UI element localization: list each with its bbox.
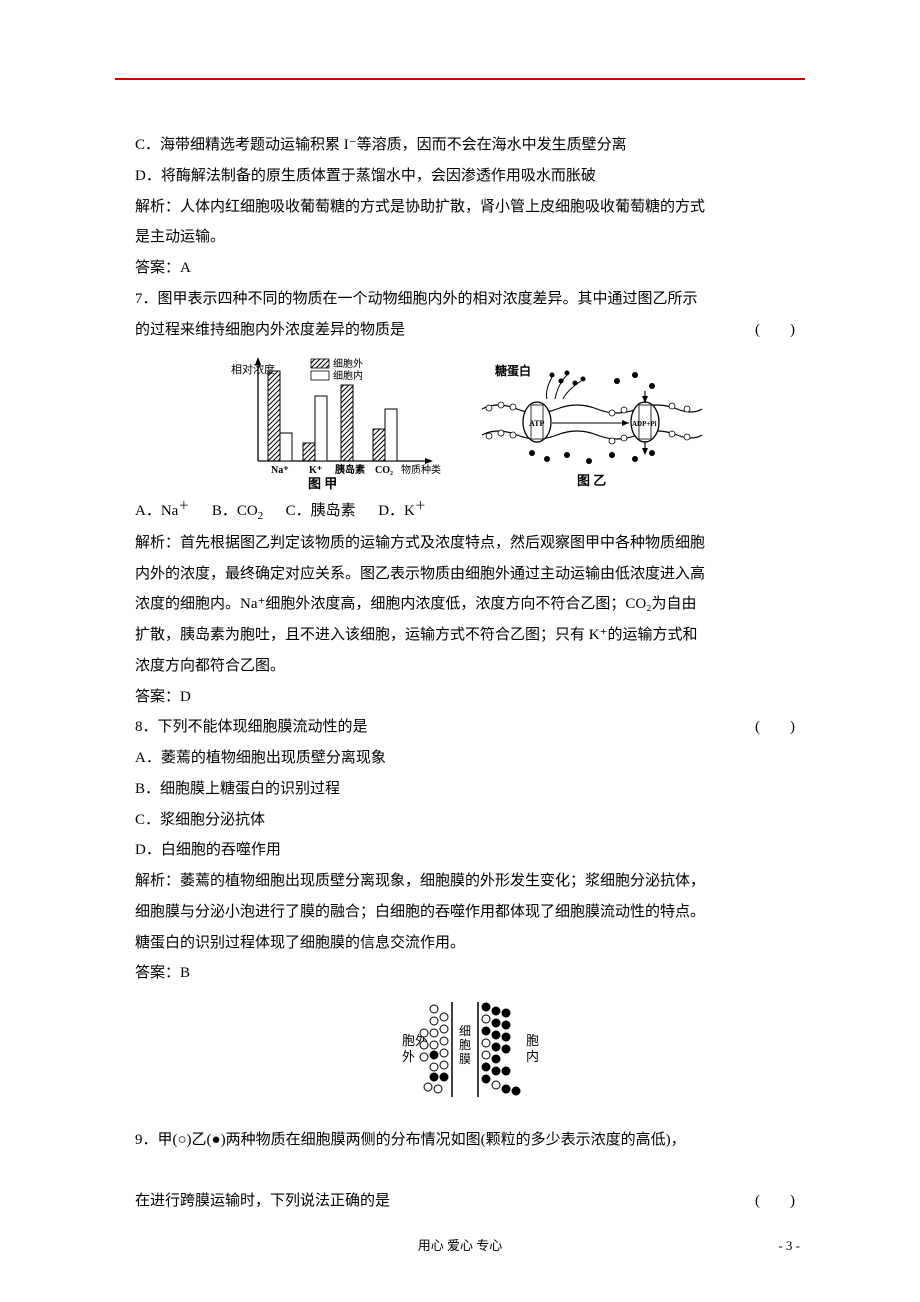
question-9-line1: 9．甲(○)乙(●)两种物质在细胞膜两侧的分布情况如图(颗粒的多少表示浓度的高低… bbox=[135, 1125, 795, 1156]
q8-opt-b: B．细胞膜上糖蛋白的识别过程 bbox=[135, 774, 795, 805]
answer-blank: ( ) bbox=[755, 712, 795, 743]
page-number: - 3 - bbox=[778, 1238, 800, 1254]
question-7-line1: 7．图甲表示四种不同的物质在一个动物细胞内外的相对浓度差异。其中通过图乙所示 bbox=[135, 284, 795, 315]
svg-text:细胞内: 细胞内 bbox=[333, 369, 363, 382]
fig9-right: 胞 bbox=[526, 1033, 539, 1048]
svg-text:Na⁺: Na⁺ bbox=[271, 465, 289, 476]
explain8-0: 解析：萎蔫的植物细胞出现质壁分离现象，细胞膜的外形发生变化；浆细胞分泌抗体， bbox=[135, 866, 795, 897]
explain8-1: 细胞膜与分泌小泡进行了膜的融合；白细胞的吞噬作用都体现了细胞膜流动性的特点。 bbox=[135, 897, 795, 928]
svg-text:胰岛素: 胰岛素 bbox=[335, 463, 365, 476]
figure-q9: 胞外 外 细 胞 膜 胞 内 bbox=[135, 997, 795, 1119]
opt-b: B．CO2 bbox=[212, 496, 263, 528]
fig9-mid: 细 bbox=[459, 1024, 471, 1038]
explain7-0: 解析：首先根据图乙判定该物质的运输方式及浓度特点，然后观察图甲中各种物质细胞 bbox=[135, 528, 795, 559]
explain7-1: 内外的浓度，最终确定对应关系。图乙表示物质由细胞外通过主动运输由低浓度进入高 bbox=[135, 559, 795, 590]
svg-text:CO₂: CO₂ bbox=[375, 465, 393, 476]
question-7-line2: 的过程来维持细胞内外浓度差异的物质是 ( ) bbox=[135, 315, 795, 346]
figure-jia: 相对浓度 细胞外 细胞内 Na⁺ K⁺ 胰岛素 CO₂ 物质种类 图 甲 bbox=[223, 351, 443, 491]
question-9-text: 在进行跨膜运输时，下列说法正确的是 bbox=[135, 1186, 390, 1217]
answer-blank: ( ) bbox=[755, 315, 795, 346]
q8-opt-a: A．萎蔫的植物细胞出现质壁分离现象 bbox=[135, 743, 795, 774]
figure-yi: 糖蛋白 bbox=[477, 351, 707, 491]
explain8-2: 糖蛋白的识别过程体现了细胞膜的信息交流作用。 bbox=[135, 928, 795, 959]
question-9-line2: 在进行跨膜运输时，下列说法正确的是 ( ) bbox=[135, 1186, 795, 1217]
answer-6: 答案：A bbox=[135, 253, 795, 284]
explain-6-line2: 是主动运输。 bbox=[135, 222, 795, 253]
svg-text:细胞外: 细胞外 bbox=[333, 357, 363, 370]
opt-a: A．Na＋ bbox=[135, 495, 189, 527]
figure-row-q7: 相对浓度 细胞外 细胞内 Na⁺ K⁺ 胰岛素 CO₂ 物质种类 图 甲 bbox=[135, 351, 795, 491]
q8-opt-d: D．白细胞的吞噬作用 bbox=[135, 835, 795, 866]
question-8-text: 8．下列不能体现细胞膜流动性的是 bbox=[135, 712, 368, 743]
svg-text:图 甲: 图 甲 bbox=[308, 476, 337, 491]
explain-6-line1: 解析：人体内红细胞吸收葡萄糖的方式是协助扩散，肾小管上皮细胞吸收葡萄糖的方式 bbox=[135, 192, 795, 223]
svg-text:外: 外 bbox=[402, 1049, 415, 1064]
svg-text:内: 内 bbox=[526, 1049, 539, 1064]
answer-blank: ( ) bbox=[755, 1186, 795, 1217]
svg-text:K⁺: K⁺ bbox=[309, 465, 322, 476]
option-c: C．海带细精选考题动运输积累 I⁻等溶质，因而不会在海水中发生质壁分离 bbox=[135, 130, 795, 161]
option-d: D．将酶解法制备的原生质体置于蒸馏水中，会因渗透作用吸水而胀破 bbox=[135, 161, 795, 192]
top-red-rule bbox=[115, 78, 805, 80]
svg-text:ATP: ATP bbox=[529, 419, 545, 428]
answer-8: 答案：B bbox=[135, 958, 795, 989]
svg-text:图 乙: 图 乙 bbox=[577, 473, 606, 488]
answer-7: 答案：D bbox=[135, 682, 795, 713]
svg-text:胞: 胞 bbox=[459, 1038, 471, 1052]
document-body: C．海带细精选考题动运输积累 I⁻等溶质，因而不会在海水中发生质壁分离 D．将酶… bbox=[135, 130, 795, 1217]
question-8: 8．下列不能体现细胞膜流动性的是 ( ) bbox=[135, 712, 795, 743]
svg-text:ADP+Pi: ADP+Pi bbox=[632, 420, 657, 428]
svg-text:物质种类: 物质种类 bbox=[401, 463, 441, 476]
svg-text:糖蛋白: 糖蛋白 bbox=[495, 363, 531, 378]
q8-opt-c: C．浆细胞分泌抗体 bbox=[135, 805, 795, 836]
explain7-4: 浓度方向都符合乙图。 bbox=[135, 651, 795, 682]
question-7-text: 的过程来维持细胞内外浓度差异的物质是 bbox=[135, 315, 405, 346]
svg-text:膜: 膜 bbox=[459, 1052, 471, 1066]
opt-c: C．胰岛素 bbox=[286, 496, 356, 527]
opt-d: D．K＋ bbox=[378, 495, 426, 527]
explain7-2: 浓度的细胞内。Na⁺细胞外浓度高，细胞内浓度低，浓度方向不符合乙图；CO₂为自由 bbox=[135, 589, 795, 620]
explain7-3: 扩散，胰岛素为胞吐，且不进入该细胞，运输方式不符合乙图；只有 K⁺的运输方式和 bbox=[135, 620, 795, 651]
q7-options: A．Na＋ B．CO2 C．胰岛素 D．K＋ bbox=[135, 495, 795, 528]
blank-line bbox=[135, 1156, 795, 1187]
